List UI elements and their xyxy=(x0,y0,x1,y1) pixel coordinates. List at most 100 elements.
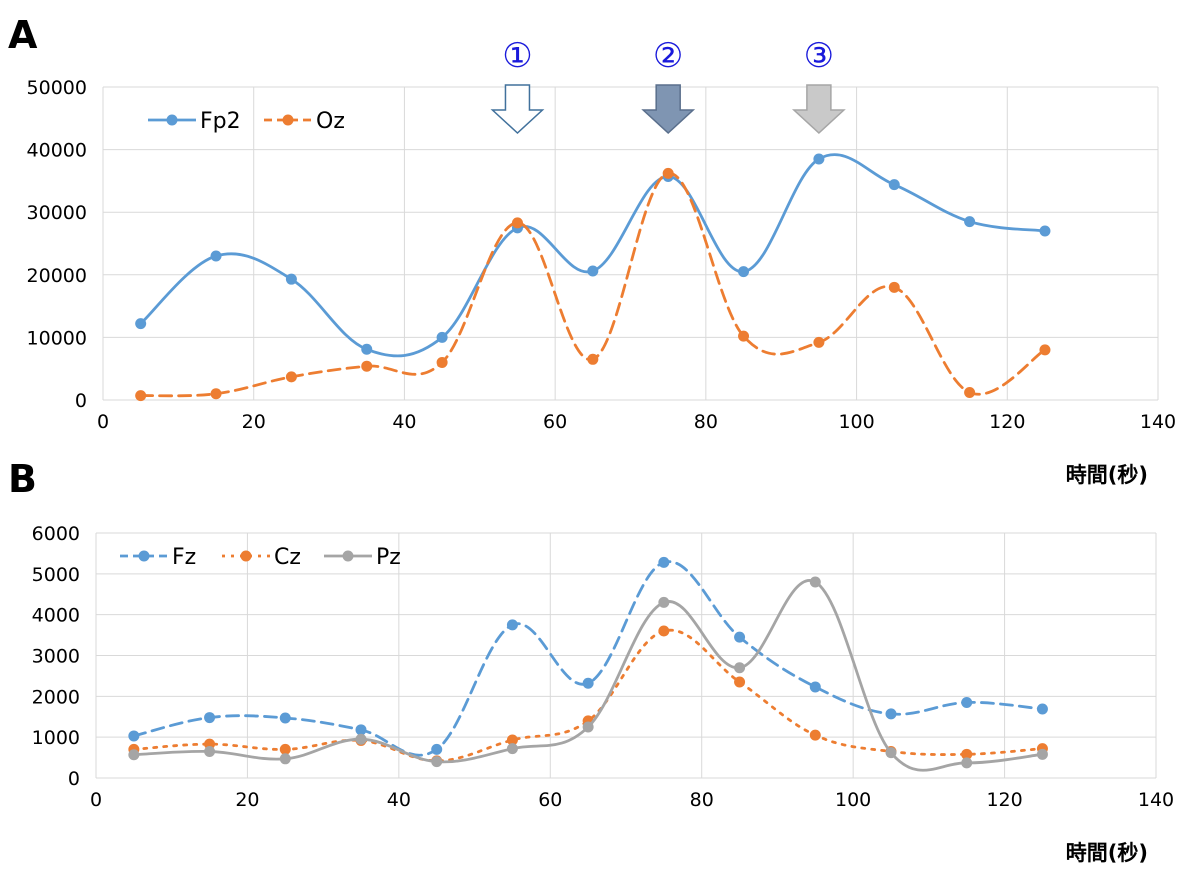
legend-marker xyxy=(240,550,252,562)
legend-label: Cz xyxy=(274,545,301,570)
legend-label: Fz xyxy=(172,545,196,570)
data-point-fp2 xyxy=(135,318,147,330)
legend-marker xyxy=(166,114,178,126)
x-ticks-b: 0 20 40 60 80 100 120 140 xyxy=(90,789,1174,811)
annotation-number: ② xyxy=(653,36,683,76)
x-tick-label: 120 xyxy=(989,411,1025,433)
annotation-arrow-2: ② xyxy=(641,36,696,135)
data-point-fp2 xyxy=(587,265,599,277)
legend-item-fz: Fz xyxy=(120,545,196,570)
data-point-cz xyxy=(506,734,518,746)
x-tick-label: 80 xyxy=(690,789,714,811)
data-point-pz xyxy=(658,596,670,608)
y-tick-label: 40000 xyxy=(27,140,87,162)
x-tick-label: 140 xyxy=(1140,411,1176,433)
data-point-fz xyxy=(355,724,367,736)
x-tick-label: 100 xyxy=(835,789,871,811)
data-point-fp2 xyxy=(964,216,976,228)
panel-label-a: A xyxy=(8,13,38,57)
x-tick-label: 60 xyxy=(543,411,567,433)
legend-item-cz: Cz xyxy=(222,545,301,570)
data-point-pz xyxy=(279,753,291,765)
data-point-fz xyxy=(885,708,897,720)
data-point-cz xyxy=(658,625,670,637)
data-point-oz xyxy=(135,390,147,402)
data-point-fp2 xyxy=(738,266,750,278)
legend-label: Oz xyxy=(316,109,345,134)
data-point-pz xyxy=(582,721,594,733)
y-tick-label: 30000 xyxy=(27,202,87,224)
data-point-fp2 xyxy=(210,250,222,262)
data-point-pz xyxy=(734,662,746,674)
y-ticks-a: 0 10000 20000 30000 40000 50000 xyxy=(27,77,87,412)
data-point-fz xyxy=(506,619,518,631)
y-tick-label: 10000 xyxy=(27,327,87,349)
data-point-pz xyxy=(128,749,140,761)
data-point-fz xyxy=(658,556,670,568)
data-point-pz xyxy=(961,757,973,769)
x-tick-label: 80 xyxy=(694,411,718,433)
y-tick-label: 2000 xyxy=(32,686,80,708)
data-point-fz xyxy=(809,681,821,693)
data-point-pz xyxy=(355,733,367,745)
data-point-pz xyxy=(1036,748,1048,760)
legend-a: Fp2 Oz xyxy=(148,109,345,134)
y-tick-label: 6000 xyxy=(32,523,80,545)
y-tick-label: 5000 xyxy=(32,564,80,586)
data-point-oz xyxy=(210,388,222,400)
data-point-cz xyxy=(279,743,291,755)
data-point-oz xyxy=(738,330,750,342)
chart-panel-a: A 0 10000 20000 30000 40000 50000 0 20 40 60 80 10… xyxy=(8,13,1176,487)
y-tick-label: 20000 xyxy=(27,265,87,287)
panel-label-b: B xyxy=(8,457,37,501)
data-point-cz xyxy=(809,729,821,741)
legend-label: Fp2 xyxy=(200,109,241,134)
data-point-pz xyxy=(809,576,821,588)
data-point-oz xyxy=(285,371,297,383)
data-point-oz xyxy=(1039,344,1051,356)
legend-marker xyxy=(138,550,150,562)
annotation-number: ① xyxy=(502,36,532,76)
data-point-fp2 xyxy=(361,343,373,355)
down-arrow-icon xyxy=(791,84,846,135)
legend-item-fp2: Fp2 xyxy=(148,109,241,134)
data-point-fz xyxy=(204,712,216,724)
x-tick-label: 20 xyxy=(235,789,259,811)
data-point-oz xyxy=(888,281,900,293)
x-tick-label: 120 xyxy=(986,789,1022,811)
legend-b: Fz Cz Pz xyxy=(120,545,401,570)
y-tick-label: 1000 xyxy=(32,727,80,749)
data-point-pz xyxy=(885,747,897,759)
legend-label: Pz xyxy=(376,545,401,570)
legend-marker xyxy=(342,550,354,562)
data-point-fp2 xyxy=(436,331,448,343)
data-point-pz xyxy=(431,756,443,768)
x-tick-label: 40 xyxy=(392,411,416,433)
data-point-fp2 xyxy=(1039,225,1051,237)
data-point-fz xyxy=(279,712,291,724)
series-group-a xyxy=(135,153,1051,402)
y-tick-label: 50000 xyxy=(27,77,87,99)
y-ticks-b: 0 1000 2000 3000 4000 5000 6000 xyxy=(32,523,80,790)
x-ticks-a: 0 20 40 60 80 100 120 140 xyxy=(97,411,1176,433)
x-axis-label-b: 時間(秒) xyxy=(1066,841,1148,865)
legend-marker xyxy=(282,114,294,126)
y-tick-label: 4000 xyxy=(32,605,80,627)
data-point-pz xyxy=(204,745,216,757)
data-point-oz xyxy=(662,167,674,179)
legend-item-pz: Pz xyxy=(324,545,401,570)
series-group-b xyxy=(128,556,1048,772)
data-point-oz xyxy=(587,353,599,365)
y-tick-label: 0 xyxy=(75,390,87,412)
x-tick-label: 20 xyxy=(242,411,266,433)
grid-a xyxy=(102,86,1159,401)
chart-panel-b: B 0 1000 2000 3000 4000 5000 6000 0 20 40 60 80 100… xyxy=(8,457,1174,865)
data-point-fz xyxy=(128,730,140,742)
annotation-arrow-1: ① xyxy=(490,36,545,135)
data-point-fz xyxy=(961,696,973,708)
data-point-cz xyxy=(961,748,973,760)
down-arrow-icon xyxy=(641,84,696,135)
data-point-oz xyxy=(511,217,523,229)
annotation-number: ③ xyxy=(804,36,834,76)
